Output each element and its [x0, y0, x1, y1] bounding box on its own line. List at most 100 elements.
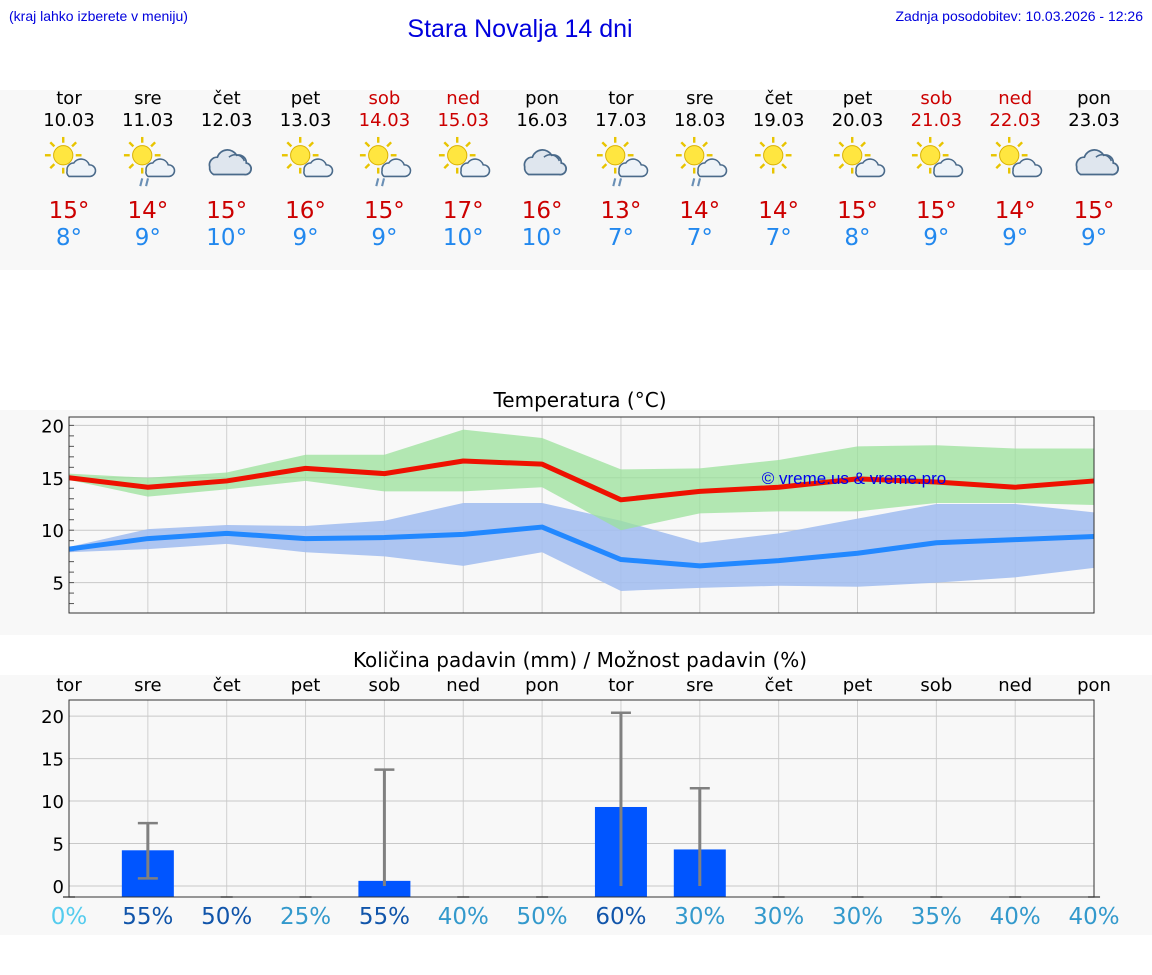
last-update: Zadnja posodobitev: 10.03.2026 - 12:26: [895, 8, 1143, 24]
precip-day-label: tor: [56, 675, 82, 696]
precip-day-label: pon: [525, 675, 560, 696]
day-date: 18.03: [674, 110, 726, 131]
min-temperature: 7°: [607, 225, 634, 251]
min-temperature-line: [68, 524, 1095, 569]
day-name: tor: [56, 88, 82, 109]
day-name: ned: [446, 88, 481, 109]
precip-day-label: pet: [290, 675, 321, 696]
forecast-day: sob 21.03 15° 9°: [896, 88, 976, 252]
forecast-day: sre 11.03 14° 9°: [108, 88, 188, 252]
y-tick-label: 5: [53, 574, 64, 595]
precip-day-label: čet: [212, 675, 241, 696]
precip-probability: 30%: [674, 904, 726, 930]
max-temperature: 15°: [1073, 198, 1115, 224]
day-name: ned: [998, 88, 1033, 109]
precip-day-label: sob: [368, 675, 401, 696]
sun-icon: [754, 136, 792, 174]
y-tick-label: 15: [41, 469, 64, 490]
sun-cloud-icon: [912, 136, 964, 178]
precip-day-label: tor: [608, 675, 634, 696]
min-temperature: 10°: [206, 225, 248, 251]
max-temperature: 17°: [442, 198, 484, 224]
forecast-day: pet 20.03 15° 8°: [818, 88, 898, 252]
sun-cloud-icon: [833, 136, 885, 178]
precip-probability: 50%: [516, 904, 568, 930]
sun-cloud-icon: [991, 136, 1043, 178]
precip-probability: 30%: [831, 904, 884, 930]
forecast-day: čet 12.03 15° 10°: [187, 88, 267, 252]
min-temperature: 10°: [521, 225, 563, 251]
day-name: pet: [842, 88, 873, 109]
min-temperature: 9°: [134, 225, 161, 251]
precip-day-label: ned: [446, 675, 481, 696]
day-name: sob: [368, 88, 401, 109]
day-name: čet: [764, 88, 793, 109]
forecast-day: čet 19.03 14° 7°: [739, 88, 819, 252]
day-name: pon: [525, 88, 560, 109]
min-temperature: 9°: [371, 225, 398, 251]
day-date: 12.03: [200, 110, 253, 131]
forecast-day: ned 22.03 14° 9°: [975, 88, 1055, 252]
precip-day-label: ned: [998, 675, 1033, 696]
forecast-day: ned 15.03 17° 10°: [423, 88, 503, 252]
day-date: 10.03: [43, 110, 95, 131]
max-temperature: 15°: [915, 198, 957, 224]
precip-day-label: pon: [1077, 675, 1111, 696]
min-temperature: 7°: [686, 225, 713, 251]
max-temperature: 14°: [994, 198, 1036, 224]
precip-day-label: sre: [134, 675, 162, 696]
min-temperature-range-band: [69, 502, 1095, 591]
sun-cloud-rain-icon: [596, 136, 649, 187]
day-name: sob: [920, 88, 953, 109]
precip-probability: 50%: [201, 904, 253, 930]
day-name: sre: [134, 88, 162, 109]
sun-cloud-icon: [44, 136, 97, 178]
min-temperature: 7°: [765, 225, 792, 251]
min-temperature: 9°: [1080, 225, 1108, 251]
y-tick-label: 10: [41, 792, 64, 813]
plot-frame: [68, 699, 1095, 898]
precip-probability: 35%: [910, 904, 962, 930]
min-temperature: 10°: [442, 225, 484, 251]
day-date: 14.03: [358, 110, 411, 131]
y-tick-label: 10: [41, 521, 64, 542]
max-temperature: 15°: [48, 198, 90, 224]
day-name: čet: [212, 88, 241, 109]
precip-probability: 55%: [122, 904, 174, 930]
forecast-day: tor 17.03 13° 7°: [581, 88, 661, 252]
precipitation-chart-title: Količina padavin (mm) / Možnost padavin …: [352, 648, 808, 672]
y-tick-label: 5: [53, 835, 64, 856]
day-date: 15.03: [437, 110, 490, 131]
day-name: pet: [290, 88, 321, 109]
sun-cloud-rain-icon: [123, 136, 176, 187]
max-temperature: 13°: [600, 198, 642, 224]
day-date: 11.03: [122, 110, 174, 131]
day-date: 22.03: [989, 110, 1041, 131]
day-date: 13.03: [279, 110, 332, 131]
forecast-day: tor 10.03 15° 8°: [29, 88, 109, 252]
min-temperature: 8°: [844, 225, 871, 251]
day-date: 19.03: [752, 110, 805, 131]
precip-day-label: pet: [842, 675, 873, 696]
precip-probability: 40%: [437, 904, 489, 930]
forecast-day: sob 14.03 15° 9°: [344, 88, 424, 252]
forecast-day: pon 23.03 15° 9°: [1054, 88, 1134, 252]
day-date: 16.03: [516, 110, 568, 131]
min-temperature: 9°: [923, 225, 950, 251]
sun-cloud-rain-icon: [675, 136, 728, 187]
day-name: sre: [686, 88, 714, 109]
watermark: © vreme.us & vreme.pro: [762, 469, 946, 488]
location-menu-hint: (kraj lahko izberete v meniju): [9, 8, 188, 24]
cloudy-icon: [208, 149, 252, 176]
y-tick-label: 20: [41, 707, 64, 728]
min-temperature: 9°: [1002, 225, 1029, 251]
day-date: 23.03: [1068, 110, 1120, 131]
cloudy-icon: [1075, 149, 1120, 176]
max-temperature: 15°: [206, 198, 248, 224]
precip-probability: 0%: [50, 904, 88, 930]
max-temperature: 14°: [127, 198, 169, 224]
precip-bar: [358, 880, 411, 897]
precip-day-label: sre: [686, 675, 714, 696]
precip-probability: 60%: [595, 904, 647, 930]
